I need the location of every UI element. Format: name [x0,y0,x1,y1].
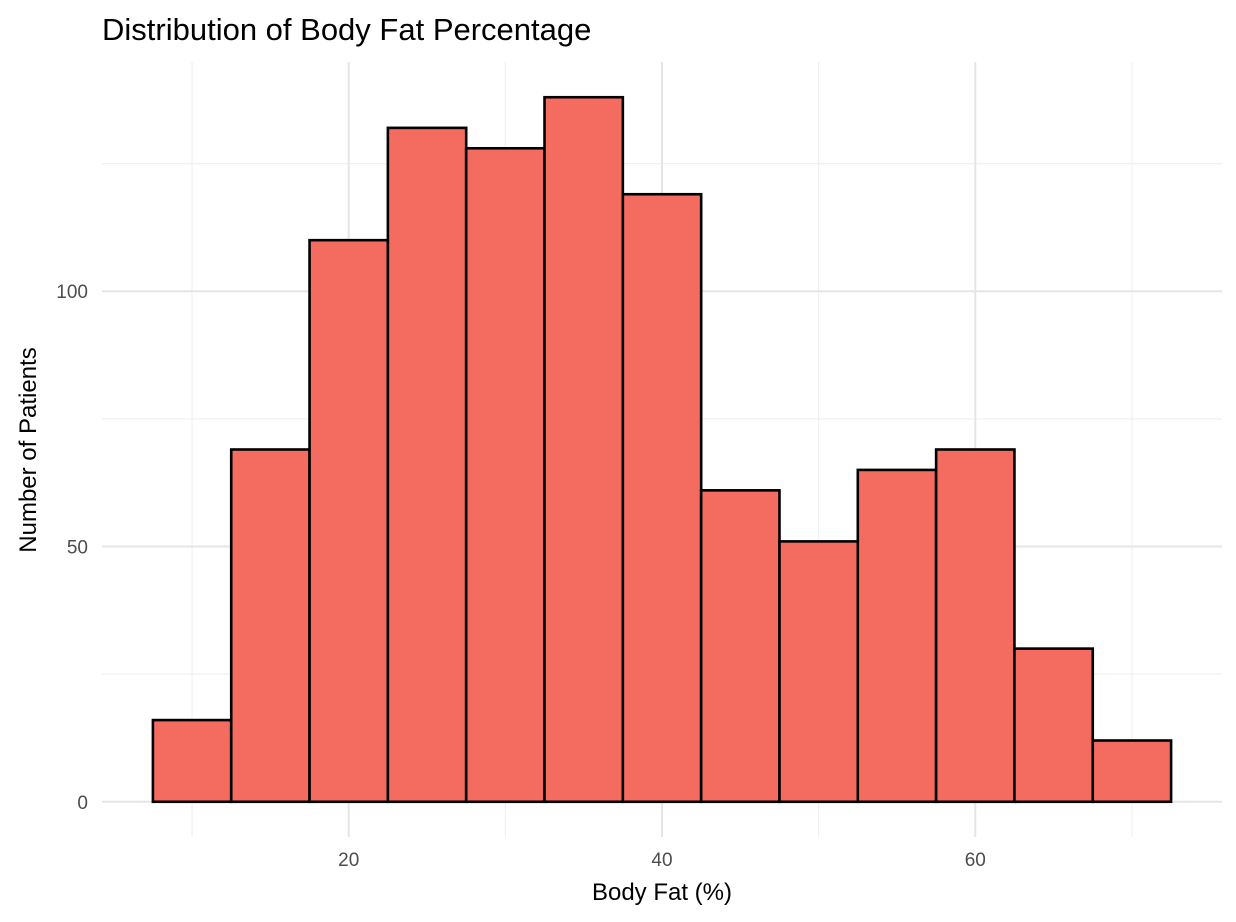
y-tick-label: 50 [67,538,88,559]
x-axis-title: Body Fat (%) [592,879,732,906]
histogram-bar [308,238,390,804]
x-tick-label: 40 [651,850,672,871]
histogram-bar [1013,647,1095,804]
histogram-bar [464,146,546,804]
histogram-bar [229,448,311,804]
y-tick-labels: 0 50 100 [56,282,88,814]
y-tick-label: 0 [77,793,88,814]
histogram-bar [621,192,703,804]
histogram-bar [778,540,860,804]
histogram-bar [1091,739,1173,804]
x-tick-label: 20 [338,850,359,871]
y-tick-label: 100 [56,282,88,303]
histogram-bar [699,489,781,804]
chart-title: Distribution of Body Fat Percentage [102,12,591,47]
x-tick-label: 60 [965,850,986,871]
histogram-bar [386,126,468,804]
y-axis-title: Number of Patients [15,347,42,552]
histogram-bar [856,468,938,804]
histogram-bar [151,718,233,804]
histogram-bar [934,448,1016,804]
x-tick-labels: 20 40 60 [338,850,986,871]
bars [151,95,1173,804]
histogram-bar [543,95,625,804]
